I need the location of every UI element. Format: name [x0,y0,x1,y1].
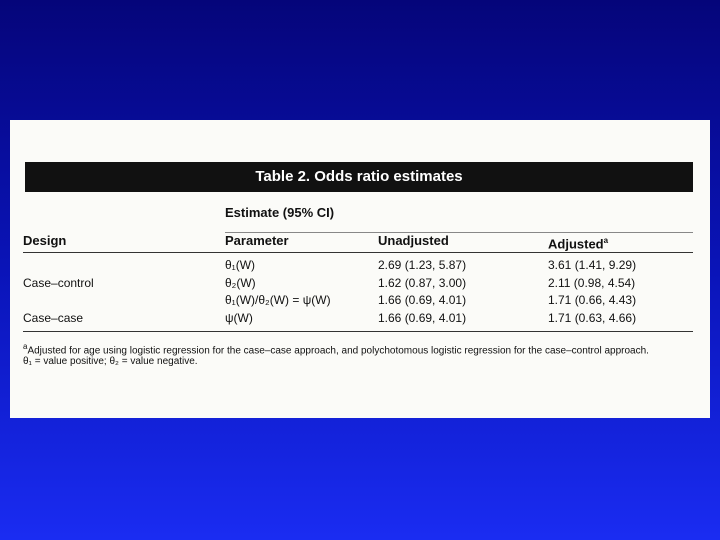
adjusted-cell: 1.71 (0.66, 4.43) [548,293,637,307]
adjusted-cell: 2.11 (0.98, 4.54) [548,275,636,290]
header-adjusted: Adjusteda [548,234,608,251]
parameter-cell: θ₁(W)/θ₂(W) = ψ(W) [225,293,331,307]
unadjusted-cell: 1.62 (0.87, 3.00) [378,275,467,290]
header-design: Design [23,233,67,248]
bottom-rule [23,331,693,332]
unadjusted-cell: 2.69 (1.23, 5.87) [378,258,467,272]
spanner: Estimate (95% CI) [225,205,335,220]
footnote-text: θ₁ = value positive; θ₂ = value negative… [23,356,198,367]
design-cell: Case–case [23,310,84,325]
header-parameter: Parameter [225,233,289,248]
adjusted-cell: 1.71 (0.63, 4.66) [548,310,637,325]
adjusted-cell: 3.61 (1.41, 9.29) [548,258,637,272]
unadjusted-cell: 1.66 (0.69, 4.01) [378,310,467,325]
unadjusted-cell: 1.66 (0.69, 4.01) [378,293,467,307]
footnote-marker: a [23,342,28,351]
parameter-cell: ψ(W) [225,310,253,325]
header-unadjusted: Unadjusted [378,233,449,248]
header-rule [23,252,693,253]
footnote: θ₁ = value positive; θ₂ = value negative… [23,355,198,369]
header-adjusted-label: Adjusted [548,236,604,252]
table-card: Table 2. Odds ratio estimates Estimate (… [10,120,710,418]
parameter-cell: θ₂(W) [225,275,256,290]
table-title: Table 2. Odds ratio estimates [255,168,463,185]
title-bar: Table 2. Odds ratio estimates [25,162,693,192]
footnote: aAdjusted for age using logistic regress… [23,340,649,358]
spanner-rule [225,232,693,233]
parameter-cell: θ₁(W) [225,258,256,272]
footnote-text: Adjusted for age using logistic regressi… [27,345,649,357]
design-cell: Case–control [23,275,94,290]
footnote-marker: a [603,236,609,245]
